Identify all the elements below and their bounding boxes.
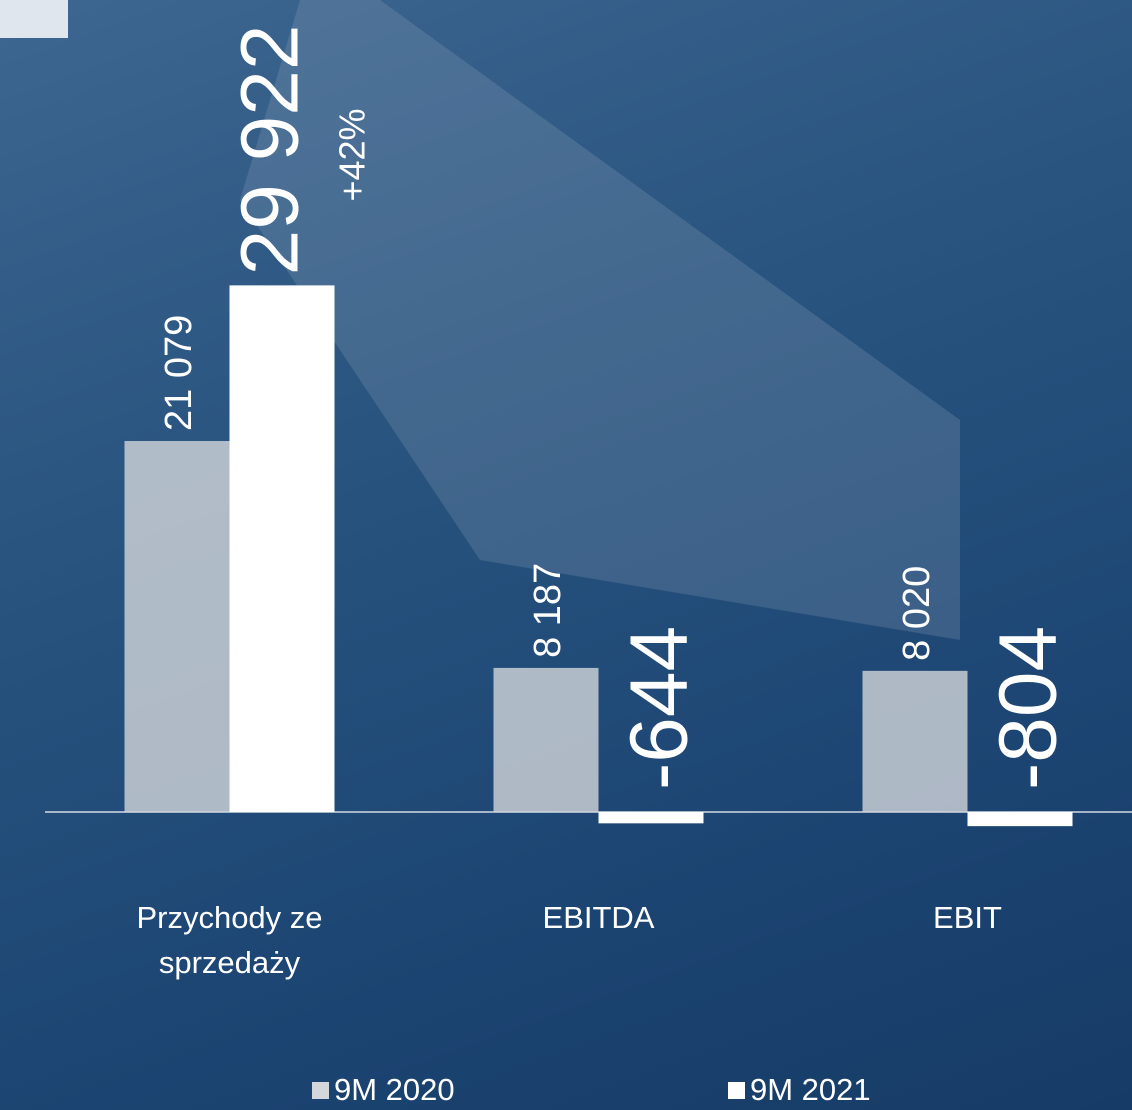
x-tick-label: Przychody ze sprzedaży [136, 900, 323, 980]
ship-shape [240, 0, 960, 640]
legend-item: 9M 2021 [728, 1072, 871, 1108]
value-label: 8 020 [896, 566, 938, 661]
value-label: -644 [614, 626, 705, 790]
value-label: 8 187 [527, 563, 569, 658]
corner-badge [0, 0, 68, 38]
legend-item: 9M 2020 [312, 1072, 455, 1108]
bar [124, 441, 230, 812]
legend-label: 9M 2020 [334, 1072, 455, 1107]
legend-swatch [312, 1081, 329, 1099]
value-label: 21 079 [158, 315, 200, 431]
value-label: -804 [983, 626, 1074, 790]
x-tick-label: EBIT [933, 900, 1002, 935]
bar [598, 812, 704, 824]
bar [862, 670, 968, 812]
bar [967, 812, 1073, 827]
bar [493, 667, 599, 812]
bar [229, 285, 335, 812]
legend-label: 9M 2021 [750, 1072, 871, 1107]
x-tick-label: EBITDA [542, 900, 655, 935]
annotation: +42% [332, 108, 373, 201]
value-label: 29 922 [225, 25, 316, 276]
legend-swatch [728, 1081, 745, 1099]
